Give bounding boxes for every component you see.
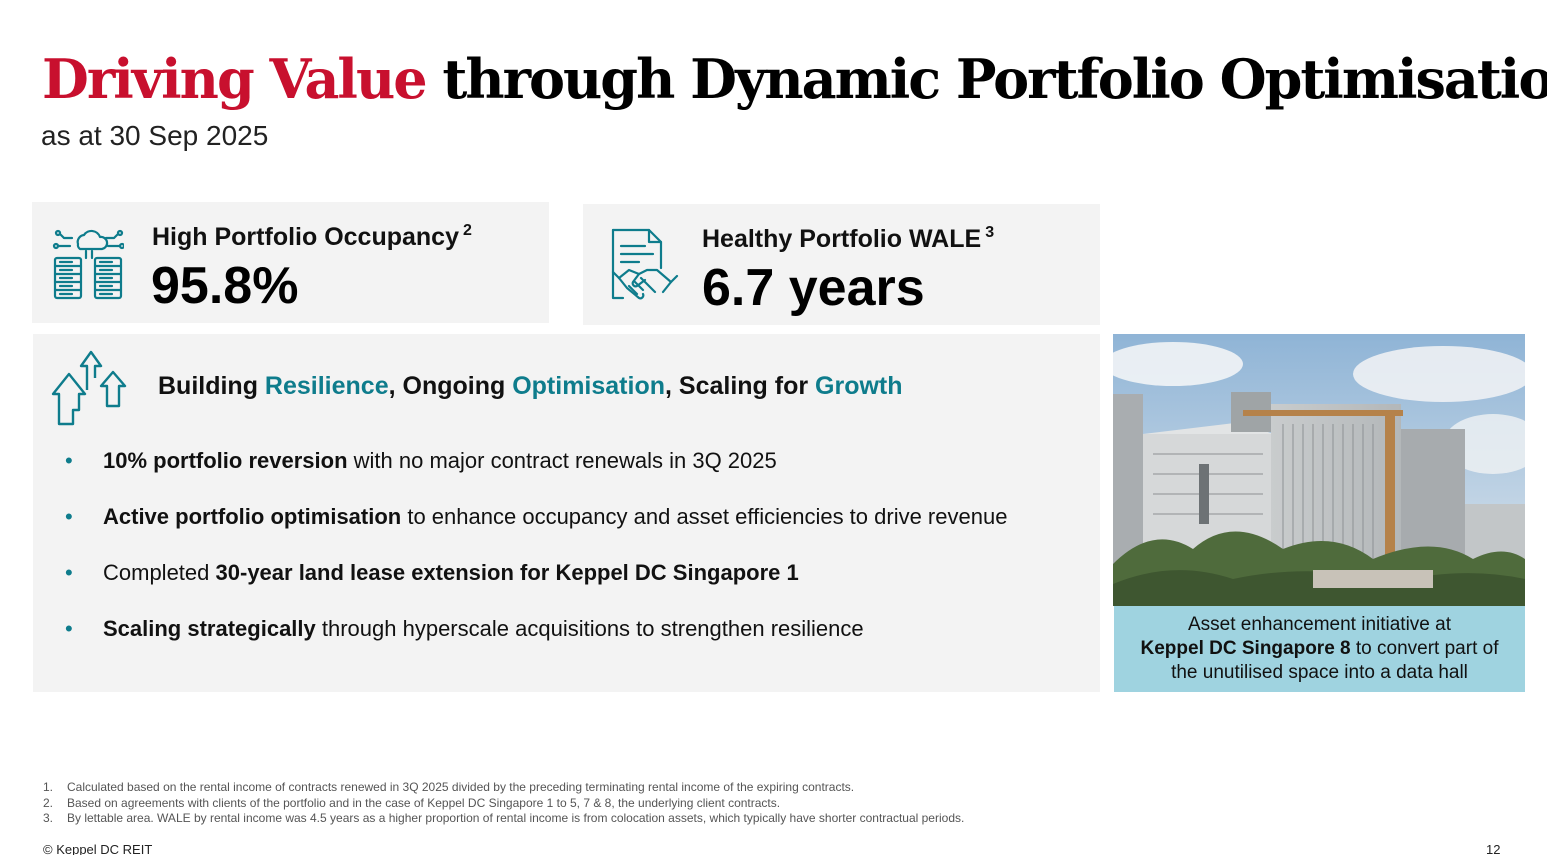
data-center-cloud-icon bbox=[52, 229, 124, 300]
page-subtitle: as at 30 Sep 2025 bbox=[41, 120, 269, 151]
list-item: • 10% portfolio reversion with no major c… bbox=[65, 448, 777, 473]
footnote-ref: 3 bbox=[985, 224, 995, 241]
footnote-item: 2. Based on agreements with clients of th… bbox=[43, 795, 781, 810]
occupancy-label: High Portfolio Occupancy 2 bbox=[152, 222, 472, 251]
footnote-item: 1. Calculated based on the rental income … bbox=[43, 780, 855, 794]
highlights-panel: Building Resilience, Ongoing Optimisatio… bbox=[33, 334, 1100, 692]
caption-line: Keppel DC Singapore 8 to convert part of bbox=[1140, 638, 1499, 659]
footnote-ref: 2 bbox=[462, 222, 472, 239]
photo-caption: Asset enhancement initiative at Keppel D… bbox=[1114, 606, 1525, 692]
copyright: © Keppel DC REIT bbox=[43, 842, 153, 855]
wale-value: 6.7 years bbox=[702, 259, 925, 317]
page-number: 12 bbox=[1486, 842, 1501, 855]
contract-handshake-icon bbox=[611, 228, 679, 300]
footnotes: 1. Calculated based on the rental income … bbox=[43, 780, 964, 827]
title-rest: through Dynamic Portfolio Optimisation bbox=[442, 47, 1547, 111]
footnote-item: 3. By lettable area. WALE by rental incom… bbox=[43, 811, 965, 825]
caption-line: the unutilised space into a data hall bbox=[1171, 662, 1468, 683]
title-highlight: Driving Value bbox=[42, 47, 428, 111]
list-item: • Completed 30-year land lease extension … bbox=[65, 560, 799, 585]
panel-heading: Building Resilience, Ongoing Optimisatio… bbox=[158, 372, 903, 400]
highlights-list: • 10% portfolio reversion with no major c… bbox=[63, 446, 1007, 670]
caption-line: Asset enhancement initiative at bbox=[1188, 614, 1451, 635]
page-title: Driving Value through Dynamic Portfolio … bbox=[42, 44, 1547, 114]
occupancy-value: 95.8% bbox=[151, 257, 299, 315]
wale-label: Healthy Portfolio WALE 3 bbox=[702, 224, 995, 253]
occupancy-card: High Portfolio Occupancy 2 95.8% bbox=[32, 202, 549, 323]
list-item: • Scaling strategically through hyperscal… bbox=[65, 616, 864, 641]
list-item: • Active portfolio optimisation to enhanc… bbox=[65, 504, 1008, 529]
growth-arrows-icon bbox=[51, 350, 127, 426]
building-photo bbox=[1113, 334, 1525, 606]
wale-card: Healthy Portfolio WALE 3 6.7 years bbox=[583, 204, 1100, 325]
